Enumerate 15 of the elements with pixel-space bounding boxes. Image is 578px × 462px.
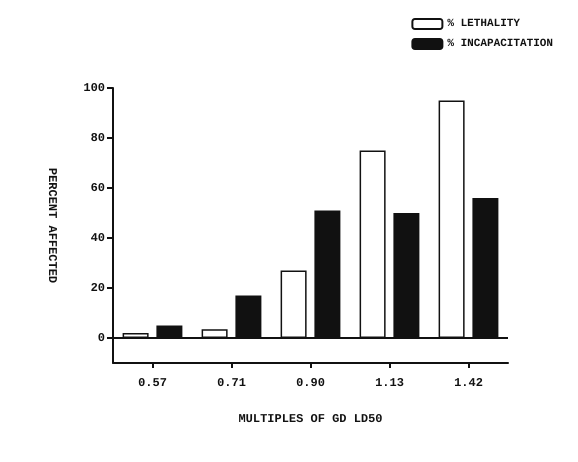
- y-tick-label: 20: [90, 281, 105, 295]
- y-tick-label: 60: [90, 181, 105, 195]
- x-axis-title: MULTIPLES OF GD LD50: [238, 412, 383, 426]
- y-tick-label: 0: [98, 331, 105, 345]
- y-axis-title: PERCENT AFFECTED: [45, 168, 59, 284]
- x-tick-label: 1.13: [375, 376, 404, 390]
- legend-label: % INCAPACITATION: [447, 38, 554, 50]
- y-tick-label: 80: [90, 131, 105, 145]
- y-tick-label: 100: [83, 81, 105, 95]
- x-tick-label: 0.57: [138, 376, 167, 390]
- legend-label: % LETHALITY: [447, 18, 520, 30]
- x-tick-label: 0.71: [217, 376, 246, 390]
- y-tick-label: 40: [90, 231, 105, 245]
- x-tick-label: 0.90: [296, 376, 325, 390]
- x-tick-label: 1.42: [454, 376, 483, 390]
